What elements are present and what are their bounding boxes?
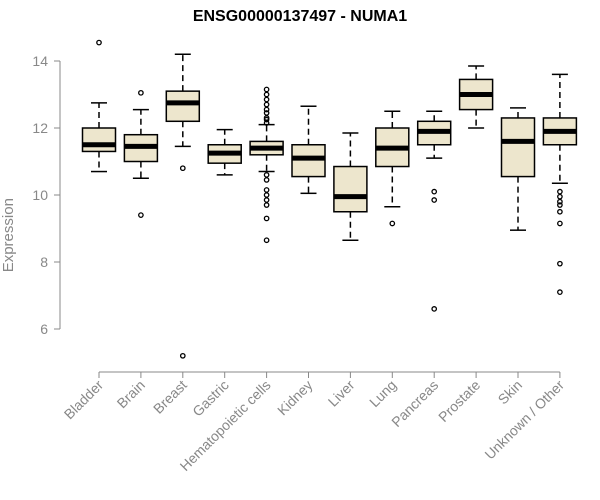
box-group: [333, 132, 368, 241]
y-tick-label: 6: [40, 321, 48, 337]
outlier-point: [263, 215, 270, 222]
outlier-point: [263, 172, 270, 178]
outlier-point: [557, 220, 563, 227]
x-tick-label: Pancreas: [388, 377, 441, 430]
box-group: [291, 105, 326, 195]
box-iqr: [81, 127, 117, 153]
box-group: [207, 128, 242, 176]
box-iqr: [291, 144, 326, 178]
box-group: [542, 73, 578, 295]
chart-title: ENSG00000137497 - NUMA1: [192, 8, 408, 25]
outlier-point: [96, 39, 102, 46]
outlier-point: [263, 101, 270, 108]
outlier-point: [179, 165, 186, 172]
x-tick-label: Prostate: [435, 377, 483, 425]
x-tick-label: Lung: [366, 377, 399, 410]
x-tick-label: Bladder: [61, 377, 107, 423]
outlier-point: [557, 188, 563, 195]
outlier-point: [431, 188, 438, 195]
x-tick-label: Breast: [150, 377, 190, 417]
outlier-point: [557, 208, 563, 215]
box-iqr: [500, 117, 536, 178]
box-group: [416, 110, 452, 312]
outlier-point: [263, 237, 270, 244]
outlier-point: [138, 212, 144, 218]
box-iqr: [165, 90, 201, 123]
y-tick-label: 8: [40, 254, 48, 270]
outlier-point: [263, 116, 270, 123]
y-axis-title: Expression: [0, 198, 17, 272]
box-group: [500, 107, 536, 231]
outlier-point: [557, 289, 563, 295]
outlier-point: [263, 192, 270, 198]
outlier-point: [431, 306, 438, 312]
outlier-point: [557, 193, 563, 200]
box-group: [249, 86, 284, 244]
box-group: [123, 89, 159, 218]
outlier-point: [389, 220, 396, 227]
box-group: [81, 39, 117, 173]
outlier-point: [263, 86, 270, 93]
outlier-point: [263, 120, 270, 126]
outlier-point: [263, 197, 270, 203]
box-group: [458, 65, 494, 129]
x-tick-label: Kidney: [274, 377, 316, 419]
y-tick-label: 14: [32, 53, 48, 69]
outlier-point: [263, 106, 270, 113]
x-tick-label: Liver: [325, 377, 358, 410]
outlier-point: [138, 89, 144, 96]
outlier-point: [263, 91, 270, 98]
outlier-point: [557, 202, 563, 208]
x-tick-label: Skin: [495, 377, 526, 408]
outlier-point: [263, 96, 270, 103]
y-tick-label: 10: [32, 187, 48, 203]
outlier-point: [263, 187, 270, 193]
box-group: [165, 53, 201, 359]
outlier-point: [263, 202, 270, 208]
y-tick-label: 12: [32, 120, 48, 136]
box-iqr: [333, 165, 368, 213]
outlier-point: [179, 352, 186, 359]
x-tick-label: Unknown / Other: [481, 377, 567, 463]
outlier-point: [431, 197, 438, 203]
outlier-point: [557, 260, 563, 267]
box-group: [375, 110, 410, 227]
x-tick-label: Brain: [114, 377, 148, 411]
outlier-point: [557, 198, 563, 205]
outlier-point: [263, 177, 270, 183]
